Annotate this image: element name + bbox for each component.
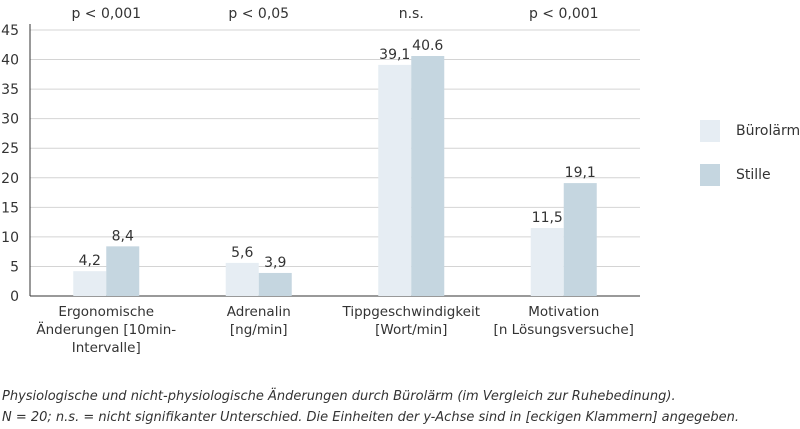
- x-category-label: Motivation [n Lösungsversuche]: [494, 304, 634, 338]
- bar: [225, 262, 259, 296]
- bar-chart: 0 5 10 15 20 25 30 35 40 45 p < 0,001 4,2 8,4 Ergonom…: [1, 6, 640, 356]
- figure-caption: Physiologische und nicht-physiologische …: [2, 386, 798, 428]
- x-category-label-line: Ergonomische: [58, 304, 154, 320]
- x-category-label-line: [Wort/min]: [375, 322, 447, 338]
- y-tick-label: 35: [1, 82, 19, 98]
- bar: [73, 271, 107, 296]
- x-category-label-line: Motivation: [528, 304, 599, 320]
- data-label: 8,4: [112, 228, 134, 244]
- significance-label: p < 0,05: [228, 6, 289, 22]
- bar: [563, 183, 597, 296]
- x-category-label: Tippgeschwindigkeit [Wort/min]: [341, 304, 480, 338]
- y-tick-label: 10: [1, 230, 19, 246]
- bar: [258, 272, 292, 296]
- data-label: 19,1: [565, 165, 596, 181]
- legend-swatch-buerolaerm: [700, 120, 720, 142]
- legend-item-stille: Stille: [700, 163, 800, 187]
- bar: [378, 64, 412, 297]
- y-tick-label: 40: [1, 53, 19, 69]
- y-tick-label: 45: [1, 23, 19, 39]
- x-category-label: Ergonomische Änderungen [10min- Intervalle…: [36, 304, 176, 356]
- y-tick-label: 0: [10, 289, 19, 305]
- legend-label-buerolaerm: Bürolärm: [736, 123, 800, 139]
- data-label: 3,9: [264, 255, 286, 271]
- y-tick-label: 5: [10, 259, 19, 275]
- data-label: 4,2: [79, 253, 101, 269]
- y-tick-label: 15: [1, 200, 19, 216]
- legend-label-stille: Stille: [736, 167, 771, 183]
- x-category-label: Adrenalin [ng/min]: [227, 304, 291, 338]
- data-label: 40.6: [412, 38, 443, 54]
- significance-label: n.s.: [399, 6, 424, 22]
- y-tick-label: 25: [1, 141, 19, 157]
- legend: Bürolärm Stille: [700, 119, 800, 207]
- bar: [411, 56, 445, 297]
- legend-swatch-stille: [700, 164, 720, 186]
- x-category-label-line: [ng/min]: [230, 322, 288, 338]
- data-label: 11,5: [532, 210, 563, 226]
- bar: [530, 228, 564, 296]
- x-category-label-line: [n Lösungsversuche]: [494, 322, 634, 338]
- data-label: 5,6: [231, 245, 253, 261]
- data-label: 39,1: [379, 47, 410, 63]
- significance-label: p < 0,001: [529, 6, 599, 22]
- bar: [106, 246, 140, 296]
- x-category-label-line: Tippgeschwindigkeit: [341, 304, 480, 320]
- y-tick-label: 20: [1, 171, 19, 187]
- caption-line-1: Physiologische und nicht-physiologische …: [2, 389, 676, 404]
- caption-line-2: N = 20; n.s. = nicht signifikanter Unter…: [2, 410, 739, 425]
- significance-label: p < 0,001: [71, 6, 141, 22]
- x-category-label-line: Adrenalin: [227, 304, 291, 320]
- x-category-label-line: Änderungen [10min-: [36, 320, 176, 338]
- x-category-label-line: Intervalle]: [72, 340, 141, 356]
- y-tick-label: 30: [1, 112, 19, 128]
- legend-item-buerolaerm: Bürolärm: [700, 119, 800, 143]
